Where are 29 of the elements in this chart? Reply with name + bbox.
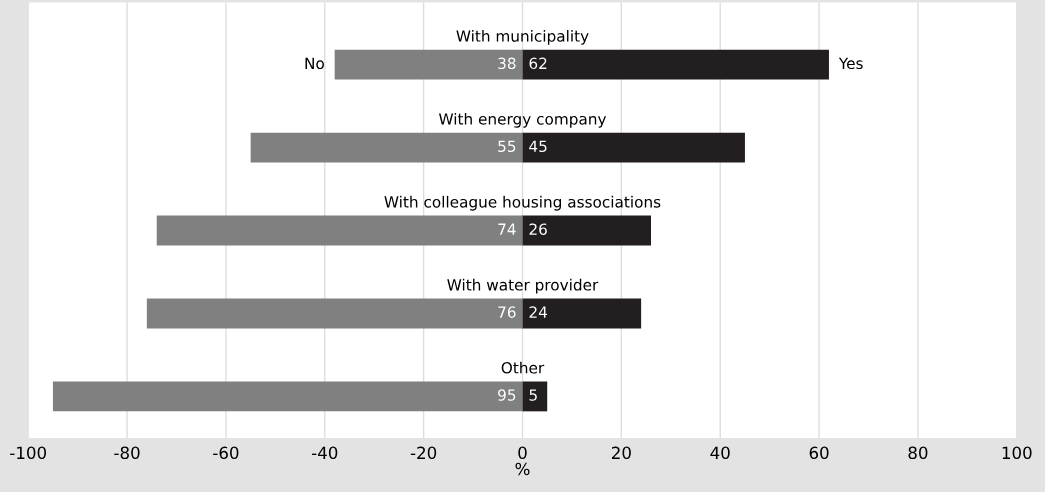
data-label: 45 xyxy=(529,140,547,153)
x-axis-title: % xyxy=(515,462,530,476)
data-label: 26 xyxy=(529,223,547,235)
x-tick-label: -20 xyxy=(410,446,437,460)
data-label: 38 xyxy=(498,57,516,70)
data-label: 95 xyxy=(498,389,516,401)
data-label: 5 xyxy=(529,389,537,401)
series-label: Yes xyxy=(838,57,863,70)
data-label: 74 xyxy=(498,223,516,235)
x-tick-label: -80 xyxy=(114,446,140,460)
data-label: 76 xyxy=(498,306,516,318)
y-tick-label: With energy company xyxy=(438,112,607,128)
y-tick-label: With colleague housing associations xyxy=(384,195,661,211)
x-tick-label: 80 xyxy=(908,446,928,460)
x-tick-label: -40 xyxy=(311,446,338,460)
data-label: 62 xyxy=(529,57,547,70)
data-label: 24 xyxy=(529,306,548,318)
x-tick-label: 20 xyxy=(611,446,631,460)
series-label: No xyxy=(305,57,324,70)
x-tick-label: -60 xyxy=(213,446,239,460)
x-tick-label: -100 xyxy=(10,446,47,460)
data-label: 55 xyxy=(498,140,516,153)
x-tick-label: 0 xyxy=(518,446,527,460)
x-tick-label: 40 xyxy=(710,446,730,460)
y-tick-label: Other xyxy=(501,361,545,374)
y-tick-label: With municipality xyxy=(456,29,589,45)
x-tick-label: 100 xyxy=(1002,446,1032,460)
x-tick-label: 60 xyxy=(809,446,829,460)
y-tick-label: With water provider xyxy=(447,278,599,294)
